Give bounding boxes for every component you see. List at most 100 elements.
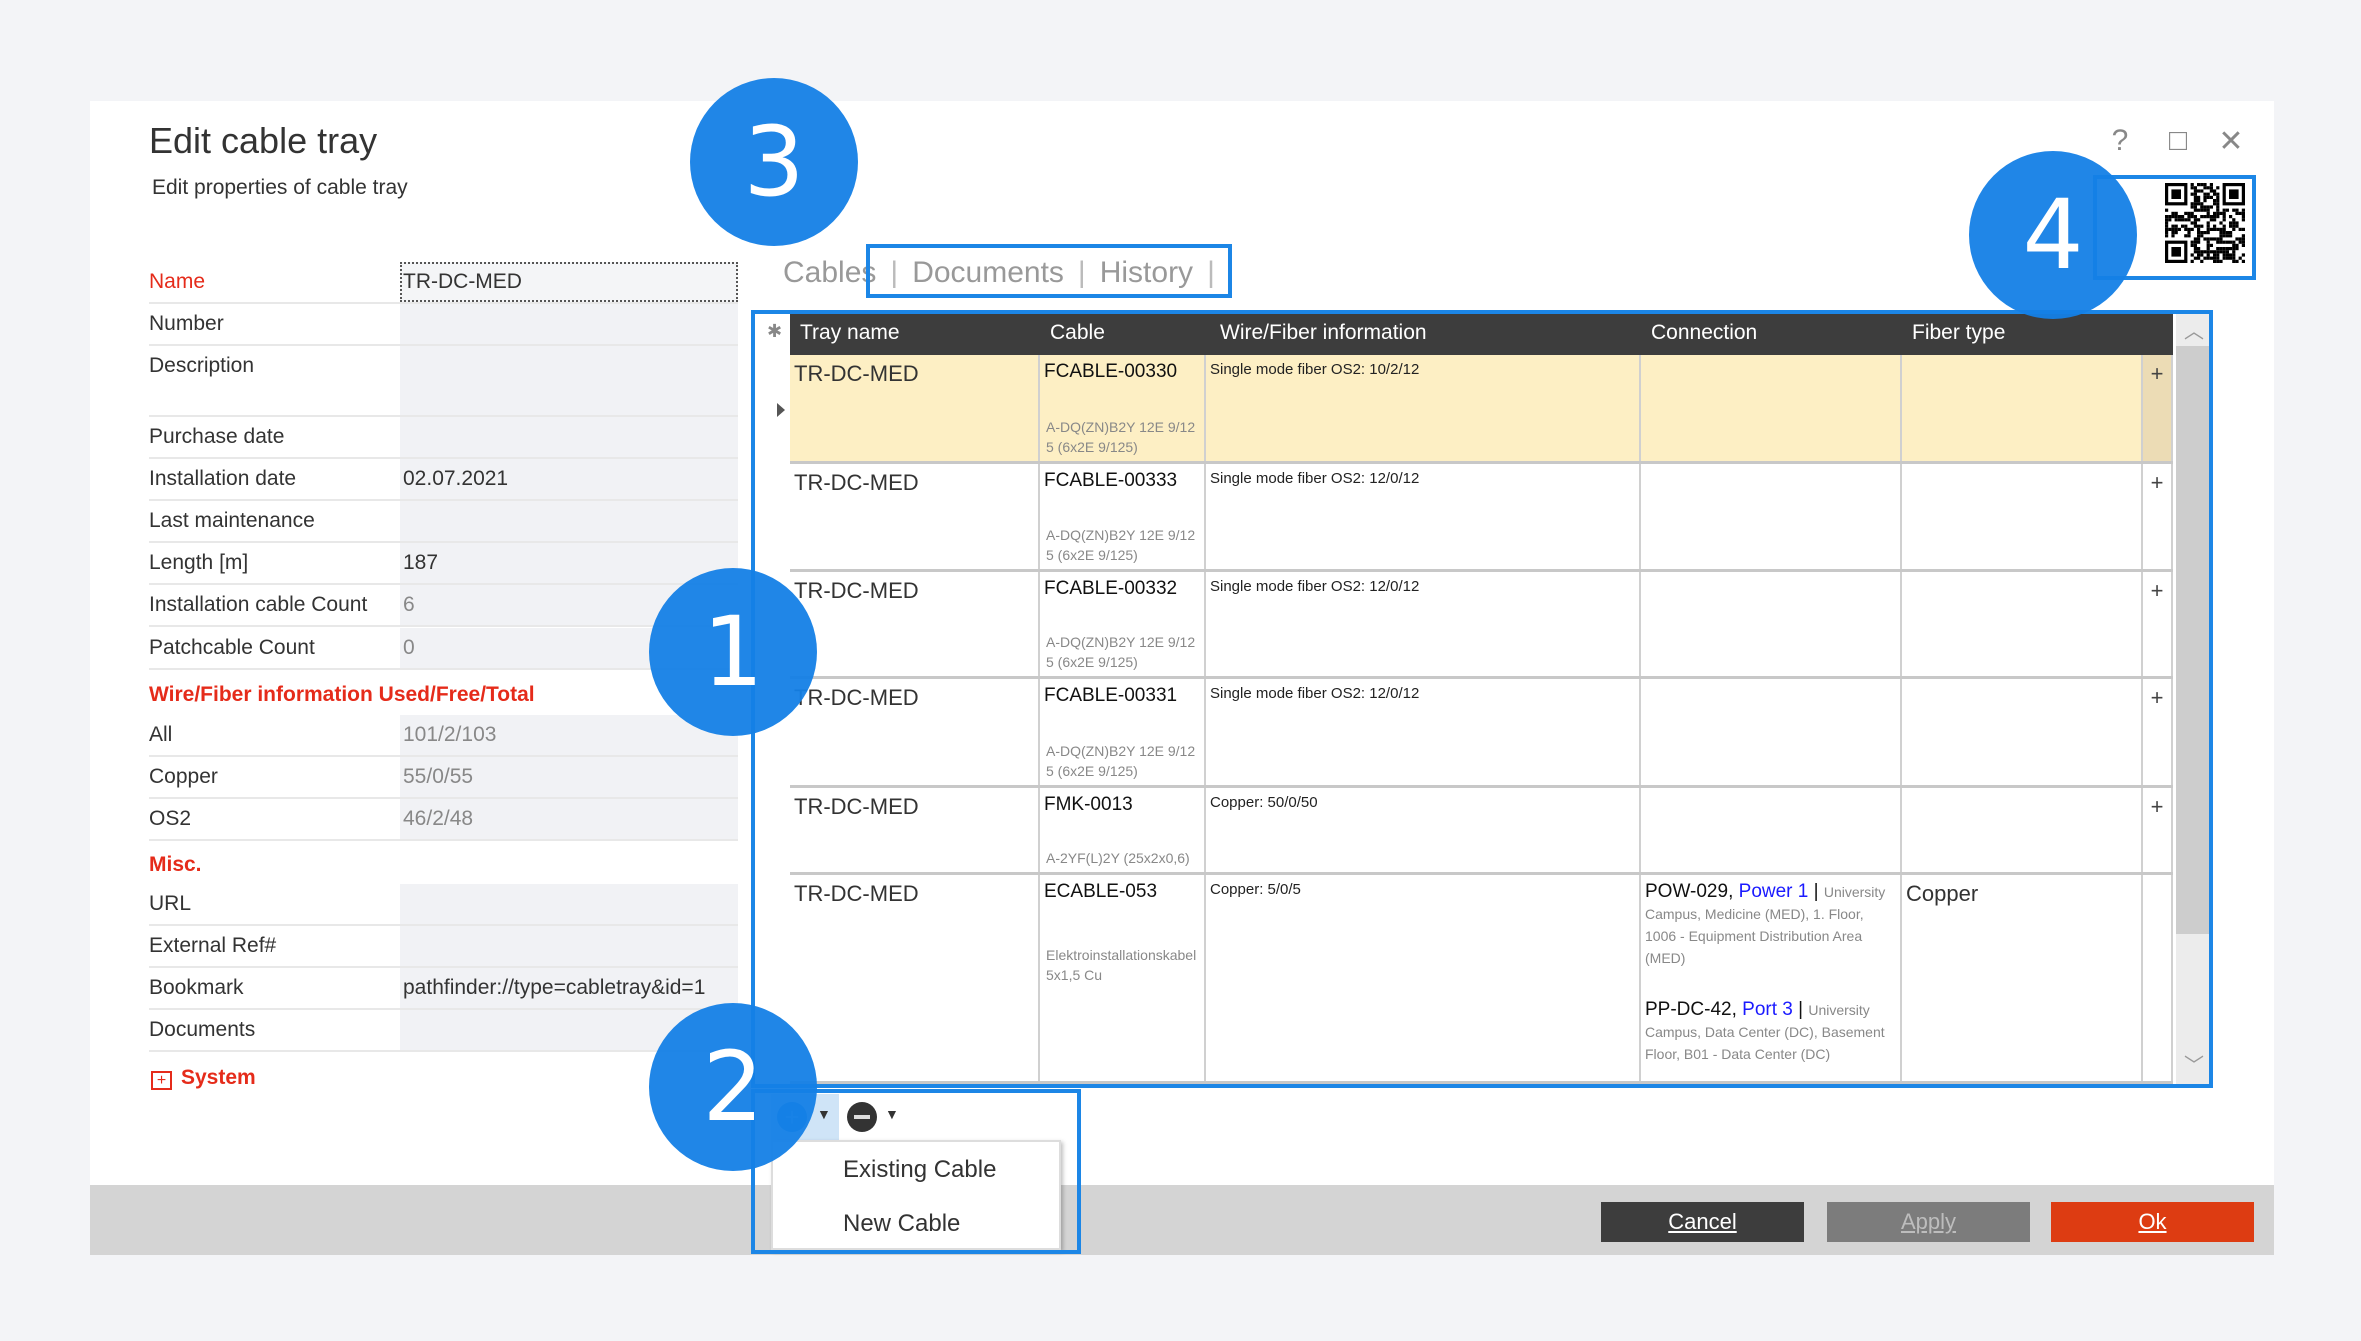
- scroll-down-icon[interactable]: ﹀: [2184, 1055, 2204, 1077]
- column-header[interactable]: Tray name: [800, 321, 900, 344]
- field-value[interactable]: [400, 346, 738, 415]
- form-field-5: Last maintenance: [149, 501, 738, 543]
- connection-port-link[interactable]: Port 3: [1742, 999, 1793, 1020]
- remove-icon: [847, 1102, 877, 1132]
- field-value[interactable]: TR-DC-MED: [400, 262, 738, 302]
- fiber-type-cell: [1902, 355, 2143, 461]
- grid-scrollbar[interactable]: ︿ ﹀: [2176, 313, 2209, 1084]
- cables-grid: ✱ ︿ ﹀ Tray name Cable Wire/Fiber informati…: [755, 313, 2209, 1084]
- tab-separator: |: [1077, 256, 1086, 289]
- field-label: Copper: [149, 765, 218, 788]
- expand-system-icon[interactable]: +: [151, 1071, 172, 1090]
- close-icon[interactable]: ✕: [2218, 125, 2244, 158]
- tab-cables[interactable]: Cables: [783, 256, 877, 289]
- field-value[interactable]: [400, 417, 738, 457]
- cable-id[interactable]: ECABLE-053: [1044, 881, 1158, 902]
- expand-row-icon[interactable]: +: [2143, 679, 2173, 785]
- qr-code-icon[interactable]: [2165, 183, 2245, 263]
- cable-id[interactable]: FCABLE-00331: [1044, 685, 1178, 706]
- scrollbar-thumb[interactable]: [2176, 346, 2209, 934]
- table-row[interactable]: TR-DC-MED FCABLE-00330 A-DQ(ZN)B2Y 12E 9/1…: [790, 355, 2173, 464]
- cancel-button[interactable]: Cancel: [1601, 1202, 1804, 1242]
- field-label: Last maintenance: [149, 509, 315, 532]
- add-menu: Existing Cable New Cable: [771, 1140, 1061, 1250]
- connection-entry: PP-DC-42, Port 3 | University Campus, Da…: [1645, 999, 1896, 1065]
- expand-row-icon[interactable]: +: [2143, 464, 2173, 569]
- cable-id[interactable]: FCABLE-00332: [1044, 578, 1178, 599]
- field-value[interactable]: 55/0/55: [400, 757, 738, 797]
- column-header[interactable]: Connection: [1651, 321, 1758, 344]
- form-field-1: Number: [149, 304, 738, 346]
- cable-type: A-DQ(ZN)B2Y 12E 9/125 (6x2E 9/125): [1046, 634, 1196, 670]
- cable-type: A-DQ(ZN)B2Y 12E 9/125 (6x2E 9/125): [1046, 743, 1196, 779]
- table-row[interactable]: TR-DC-MED FCABLE-00331 A-DQ(ZN)B2Y 12E 9/1…: [790, 679, 2173, 788]
- expand-row-icon[interactable]: [2143, 875, 2173, 1081]
- field-label: Length [m]: [149, 551, 249, 574]
- system-section-header[interactable]: System: [181, 1066, 256, 1089]
- column-header[interactable]: Wire/Fiber information: [1220, 321, 1427, 344]
- cable-id[interactable]: FMK-0013: [1044, 794, 1133, 815]
- misc-field-2: Bookmark pathfinder://type=cabletray&id=1: [149, 968, 738, 1010]
- field-value[interactable]: [400, 884, 738, 924]
- connection-device[interactable]: PP-DC-42,: [1645, 999, 1737, 1020]
- fiber-type-cell: [1902, 572, 2143, 676]
- field-label: Name: [149, 270, 206, 293]
- field-value[interactable]: pathfinder://type=cabletray&id=1: [400, 968, 738, 1008]
- cable-type: Elektroinstallationskabel 5x1,5 Cu: [1046, 947, 1197, 983]
- field-label: Description: [149, 354, 255, 377]
- remove-button[interactable]: ▼: [845, 1094, 905, 1140]
- tray-name-cell: TR-DC-MED: [790, 355, 1040, 461]
- chevron-down-icon: ▼: [817, 1106, 831, 1122]
- field-value[interactable]: [400, 926, 738, 966]
- connection-cell: [1641, 355, 1902, 461]
- field-value[interactable]: 187: [400, 543, 738, 583]
- expand-row-icon[interactable]: +: [2143, 788, 2173, 872]
- field-value[interactable]: 46/2/48: [400, 799, 738, 839]
- column-header[interactable]: Fiber type: [1912, 321, 2006, 344]
- chevron-down-icon: ▼: [885, 1106, 899, 1122]
- menu-item-new-cable[interactable]: New Cable: [843, 1210, 961, 1237]
- cable-id[interactable]: FCABLE-00330: [1044, 361, 1178, 382]
- table-row[interactable]: TR-DC-MED FMK-0013 A-2YF(L)2Y (25x2x0,6) Co…: [790, 788, 2173, 875]
- cable-cell: FCABLE-00330 A-DQ(ZN)B2Y 12E 9/125 (6x2E …: [1040, 355, 1206, 461]
- maximize-icon[interactable]: □: [2168, 124, 2188, 157]
- tray-name-cell: TR-DC-MED: [790, 572, 1040, 676]
- grid-header: [790, 313, 2173, 355]
- field-value[interactable]: [400, 304, 738, 344]
- apply-button[interactable]: Apply: [1827, 1202, 2030, 1242]
- help-icon[interactable]: ?: [2111, 124, 2129, 157]
- column-header[interactable]: Cable: [1050, 321, 1105, 344]
- field-label: Purchase date: [149, 425, 285, 448]
- scroll-up-icon[interactable]: ︿: [2184, 321, 2204, 343]
- wire-info-cell: Copper: 50/0/50: [1206, 788, 1641, 872]
- field-value[interactable]: 101/2/103: [400, 715, 738, 755]
- dialog-title: Edit cable tray: [149, 120, 378, 161]
- wire-info-cell: Single mode fiber OS2: 10/2/12: [1206, 355, 1641, 461]
- tab-history[interactable]: History: [1099, 256, 1194, 289]
- form-field-3: Purchase date: [149, 417, 738, 459]
- connection-device[interactable]: POW-029,: [1645, 881, 1734, 902]
- ok-button[interactable]: Ok: [2051, 1202, 2254, 1242]
- wire-field-1: Copper 55/0/55: [149, 757, 738, 799]
- misc-field-1: External Ref#: [149, 926, 738, 968]
- connection-port-link[interactable]: Power 1: [1738, 881, 1809, 902]
- table-row[interactable]: TR-DC-MED ECABLE-053 Elektroinstallationsk…: [790, 875, 2173, 1084]
- field-label: Number: [149, 312, 224, 335]
- cable-id[interactable]: FCABLE-00333: [1044, 470, 1178, 491]
- field-label: Installation cable Count: [149, 593, 368, 616]
- menu-item-existing-cable[interactable]: Existing Cable: [843, 1156, 997, 1183]
- field-value[interactable]: [400, 501, 738, 541]
- expand-row-icon[interactable]: +: [2143, 572, 2173, 676]
- field-label: Installation date: [149, 467, 297, 490]
- tray-name-cell: TR-DC-MED: [790, 679, 1040, 785]
- form-field-4: Installation date 02.07.2021: [149, 459, 738, 501]
- tab-documents[interactable]: Documents: [912, 256, 1064, 289]
- field-value[interactable]: 02.07.2021: [400, 459, 738, 499]
- form-field-7: Installation cable Count 6: [149, 585, 738, 627]
- callout-3: 3: [690, 78, 858, 246]
- expand-row-icon[interactable]: +: [2143, 355, 2173, 461]
- table-row[interactable]: TR-DC-MED FCABLE-00332 A-DQ(ZN)B2Y 12E 9/1…: [790, 572, 2173, 679]
- cable-cell: FMK-0013 A-2YF(L)2Y (25x2x0,6): [1040, 788, 1206, 872]
- wire-info-cell: Copper: 5/0/5: [1206, 875, 1641, 1081]
- table-row[interactable]: TR-DC-MED FCABLE-00333 A-DQ(ZN)B2Y 12E 9/1…: [790, 464, 2173, 572]
